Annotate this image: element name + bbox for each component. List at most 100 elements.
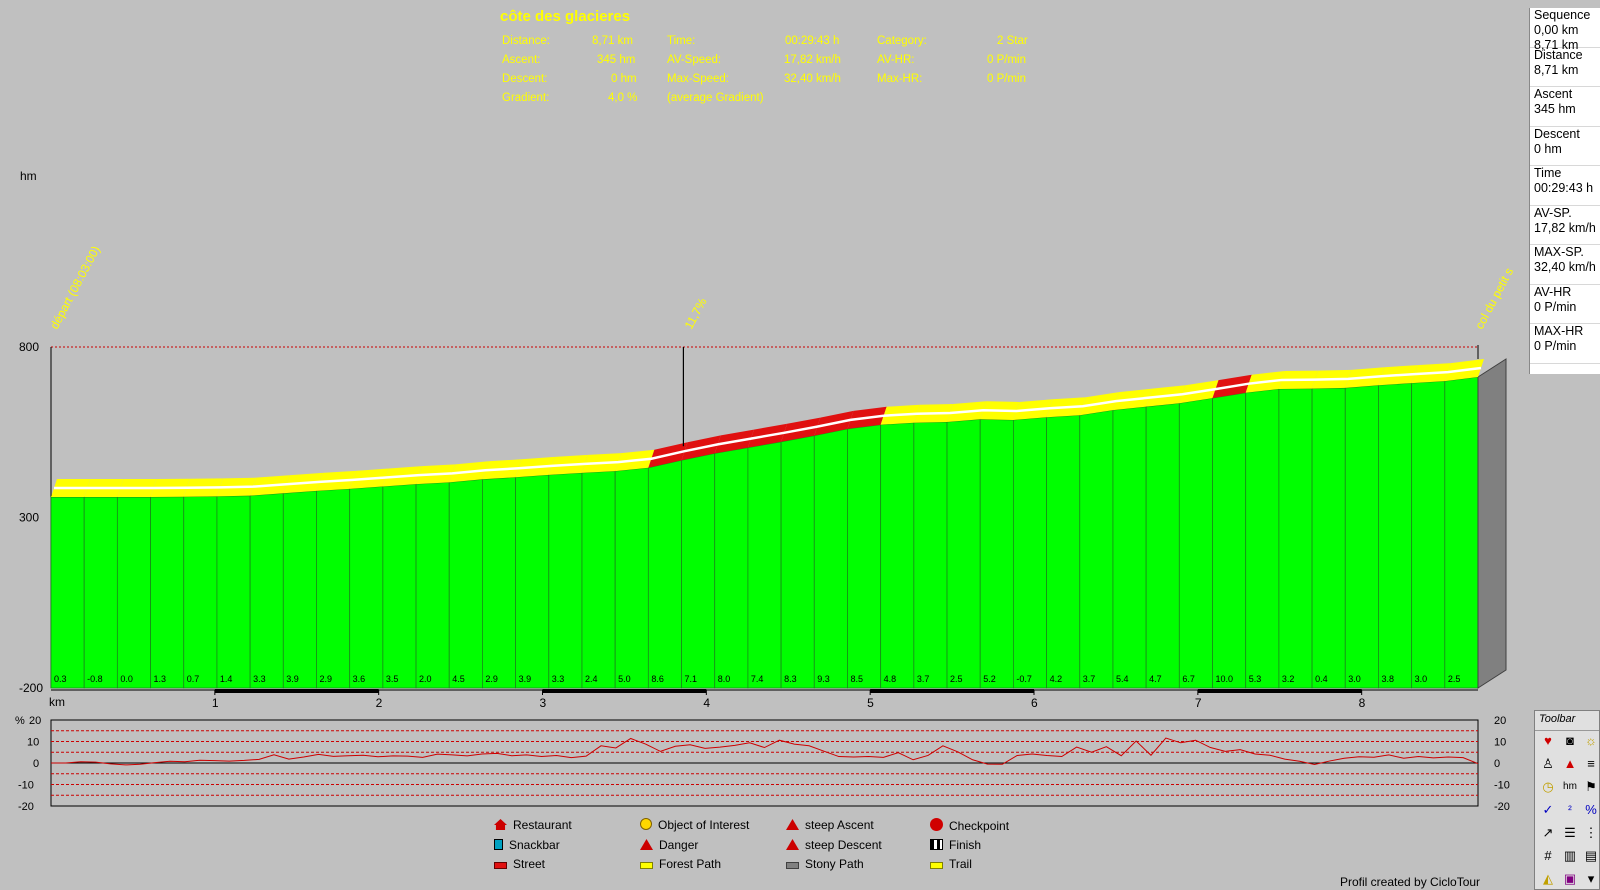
x-tick-label: 2 (376, 696, 383, 710)
clock-icon[interactable]: ◷ (1542, 779, 1554, 794)
segment-gradient-label: 3.8 (1381, 674, 1394, 684)
film-icon[interactable]: ▣ (1563, 871, 1577, 886)
legend-restaurant: Restaurant (494, 818, 572, 832)
lines-icon[interactable]: ≡ (1587, 756, 1595, 771)
profile-annotation: 11,7% (682, 295, 710, 331)
terrain-bar (415, 481, 450, 689)
legend-trail: Trail (930, 857, 972, 871)
arrow-icon[interactable]: ↗ (1542, 825, 1554, 840)
stat-value: 0 P/min (987, 54, 1026, 66)
segment-gradient-label: 8.0 (718, 674, 731, 684)
terrain-bar (1245, 388, 1280, 689)
segment-gradient-label: 2.5 (1448, 674, 1461, 684)
segment-gradient-label: 0.3 (54, 674, 67, 684)
danger-icon[interactable]: ▲ (1563, 756, 1577, 771)
legend-stony-path: Stony Path (786, 857, 864, 871)
flag-icon[interactable]: ⚑ (1585, 779, 1597, 794)
dropdown-icon[interactable]: ▾ (1587, 871, 1595, 886)
hm-icon[interactable]: hm (1563, 781, 1577, 792)
segment-gradient-label: 3.2 (1282, 674, 1295, 684)
list-icon[interactable]: ⋮ (1584, 825, 1598, 840)
segment-gradient-label: 2.5 (950, 674, 963, 684)
columns-icon[interactable]: ▥ (1563, 848, 1577, 863)
percent-icon[interactable]: % (1585, 802, 1597, 817)
segment-gradient-label: 3.0 (1415, 674, 1428, 684)
sidebar-block-av-speed: AV-SP. 17,82 km/h (1530, 206, 1600, 245)
terrain-bar (116, 496, 151, 689)
y-tick-label: 300 (19, 511, 39, 525)
legend-finish: Finish (930, 838, 981, 852)
y-tick-label: -200 (19, 681, 43, 695)
gradient-tick-left: 0 (33, 758, 39, 770)
x-tick-label: 8 (1359, 696, 1366, 710)
segment-gradient-label: 3.9 (519, 674, 532, 684)
sidebar-block-max-speed: MAX-SP. 32,40 km/h (1530, 245, 1600, 285)
segment-gradient-label: 8.3 (784, 674, 797, 684)
snackbar-icon (494, 839, 503, 850)
terrain-bar (780, 435, 815, 689)
terrain-bar (979, 418, 1014, 689)
legend-snackbar: Snackbar (494, 838, 560, 852)
terrain-bar (1112, 406, 1147, 689)
terrain-bar (1046, 414, 1081, 689)
segment-gradient-label: 0.0 (120, 674, 133, 684)
terrain-bar (1178, 397, 1213, 689)
segment-gradient-label: 4.5 (452, 674, 465, 684)
street-icon (494, 862, 507, 869)
stat-label: Gradient: (502, 92, 550, 104)
stat-label: AV-Speed: (667, 54, 722, 66)
sidebar-block-descent: Descent 0 hm (1530, 127, 1600, 166)
terrain-bar (946, 418, 981, 689)
trail-icon (930, 862, 943, 869)
shirt-icon[interactable]: ♙ (1542, 756, 1554, 771)
spellcheck-icon[interactable]: ✓ (1542, 802, 1554, 817)
km-band (214, 689, 379, 693)
terrain-bar (1212, 392, 1247, 689)
terrain-bar (249, 492, 284, 689)
legend-forest-path: Forest Path (640, 857, 721, 871)
profile-annotation: col du petit s (1472, 265, 1516, 331)
km-band (542, 689, 707, 693)
gradient-line (51, 737, 1479, 766)
terrain-bar (1145, 402, 1180, 689)
summary-sidebar: Sequence 0,00 km 8,71 km Distance 8,71 km A… (1529, 8, 1600, 374)
terrain-bar (316, 488, 351, 689)
gradient-tick-left: 20 (29, 715, 41, 727)
terrain-bar (714, 447, 749, 689)
grid-icon[interactable]: # (1544, 848, 1552, 863)
terrain-bar (614, 467, 649, 689)
chart-icon[interactable]: ▤ (1584, 848, 1598, 863)
terrain-bar (50, 496, 85, 689)
table-icon[interactable]: ☰ (1564, 825, 1576, 840)
segment-gradient-label: 2.0 (419, 674, 432, 684)
terrain-bar (150, 496, 185, 689)
stat-value: 0 hm (611, 73, 637, 85)
steep-descent-icon (786, 839, 799, 850)
number-icon[interactable]: ² (1568, 804, 1572, 816)
terrain-bar (647, 459, 682, 689)
sun-icon[interactable]: ☼ (1585, 733, 1597, 748)
mountain-icon[interactable]: ◭ (1543, 871, 1553, 886)
legend-object-of-interest: Object of Interest (640, 818, 749, 832)
terrain-bar (1444, 376, 1479, 689)
camera-icon[interactable]: ◙ (1566, 733, 1574, 748)
km-band (870, 689, 1035, 693)
x-tick-label: 6 (1031, 696, 1038, 710)
stat-label: Category: (877, 35, 927, 47)
smiley-icon (640, 818, 652, 830)
stat-value: 345 hm (597, 54, 636, 66)
sidebar-block-time: Time 00:29:43 h (1530, 166, 1600, 206)
legend-checkpoint: Checkpoint (930, 818, 1009, 833)
segment-gradient-label: -0.7 (1016, 674, 1032, 684)
sidebar-block-sequence: Sequence 0,00 km 8,71 km (1530, 8, 1600, 52)
stop-icon (930, 818, 943, 831)
segment-gradient-label: 3.9 (286, 674, 299, 684)
terrain-bar (813, 428, 848, 689)
terrain-bar (747, 441, 782, 689)
terrain-bar (382, 483, 417, 689)
stat-label: Descent: (502, 73, 548, 85)
terrain-bar (681, 452, 716, 689)
toolbar-panel: Toolbar ♥ ◙ ☼ ♙ ▲ ≡ ◷ hm ⚑ ✓ ² % ↗ ☰ ⋮ #… (1534, 710, 1600, 890)
heart-icon[interactable]: ♥ (1544, 733, 1552, 748)
stat-label: Time: (667, 35, 696, 47)
